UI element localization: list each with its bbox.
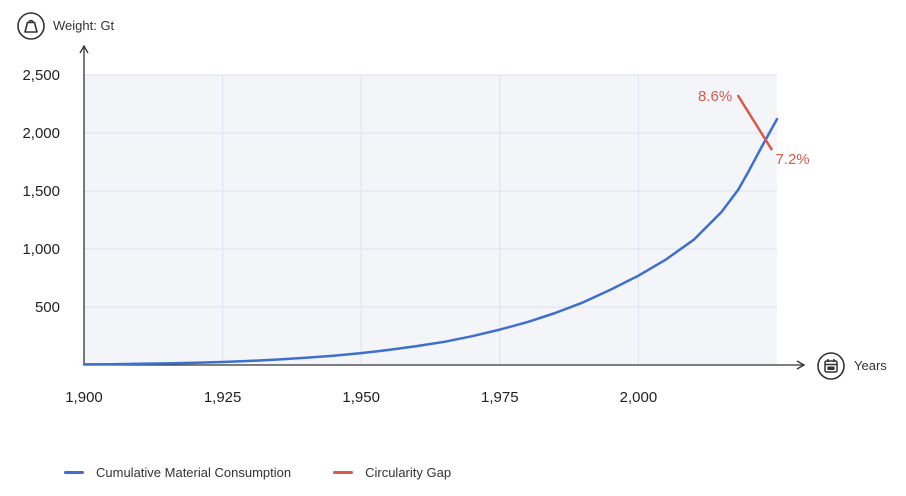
- x-tick-label: 1,925: [204, 389, 242, 406]
- x-tick-label: 1,900: [65, 389, 103, 406]
- y-tick-label: 500: [35, 299, 60, 316]
- annotations: 8.6% 7.2%: [698, 88, 810, 168]
- x-tick-label: 2,000: [620, 389, 658, 406]
- calendar-icon: [817, 352, 845, 380]
- series-circularity-line: [736, 94, 773, 151]
- axes: [79, 44, 806, 370]
- y-tick-label: 2,000: [22, 125, 60, 142]
- legend: Cumulative Material Consumption Circular…: [64, 465, 451, 480]
- y-tick-labels: 500 1,000 1,500 2,000 2,500: [22, 67, 60, 316]
- legend-swatch-circularity: [333, 471, 354, 474]
- x-axis-title: Years: [817, 352, 887, 380]
- y-axis-title: Weight: Gt: [17, 12, 115, 40]
- y-axis-arrow: [79, 44, 89, 54]
- legend-item: Cumulative Material Consumption: [64, 465, 291, 480]
- weight-icon: [17, 12, 45, 40]
- y-tick-label: 1,000: [22, 241, 60, 258]
- y-tick-label: 1,500: [22, 183, 60, 200]
- legend-item: Circularity Gap: [333, 465, 451, 480]
- annotation-label: 7.2%: [775, 151, 809, 168]
- x-tick-labels: 1,900 1,925 1,950 1,975 2,000: [65, 389, 657, 406]
- legend-swatch-consumption: [64, 471, 84, 474]
- series-lines: [82, 94, 779, 366]
- annotation-label: 8.6%: [698, 88, 732, 105]
- series-consumption-line: [82, 117, 779, 366]
- weight-icon-shape: [24, 19, 38, 33]
- legend-label-circularity: Circularity Gap: [365, 465, 452, 480]
- y-axis-label: Weight: Gt: [53, 18, 115, 33]
- x-axis-label: Years: [854, 358, 887, 373]
- grid-lines: [84, 74, 777, 365]
- legend-label-consumption: Cumulative Material Consumption: [96, 465, 292, 480]
- y-tick-label: 2,500: [22, 67, 60, 84]
- x-tick-label: 1,950: [342, 389, 380, 406]
- plot-area: [84, 75, 777, 365]
- calendar-icon-body: [824, 360, 838, 373]
- x-tick-label: 1,975: [481, 389, 519, 406]
- x-axis-arrow: [796, 360, 806, 370]
